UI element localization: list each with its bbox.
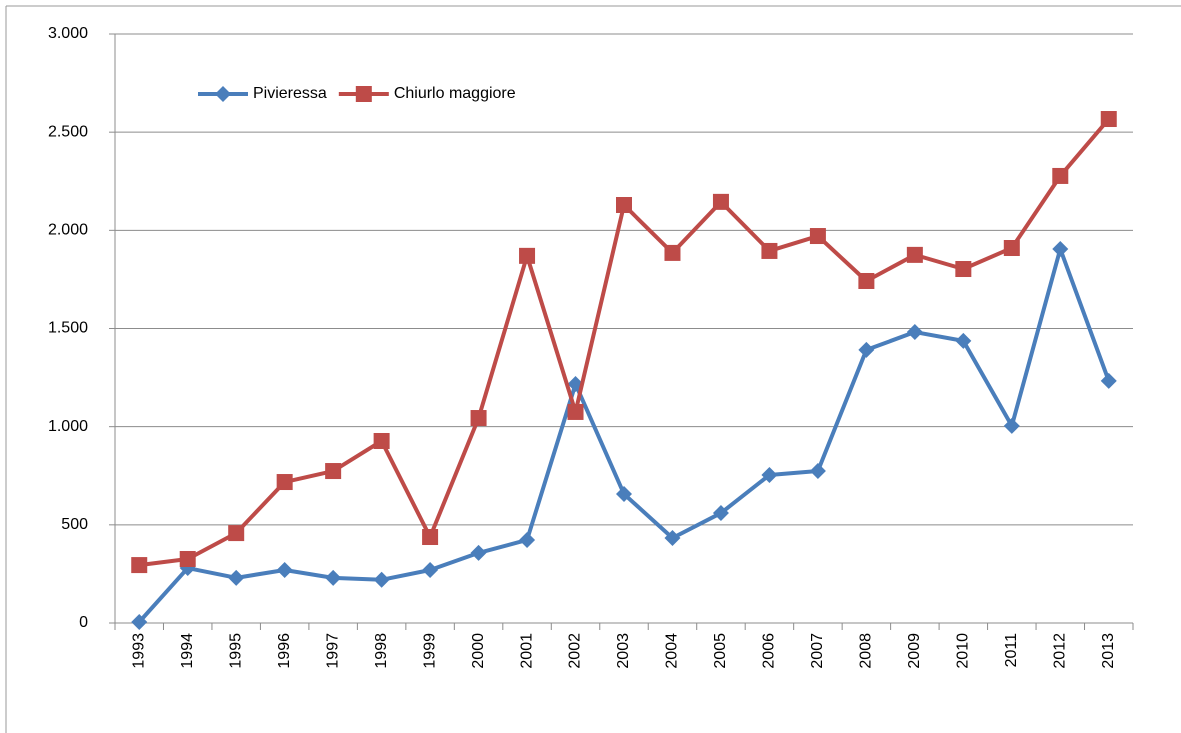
x-tick-label: 2007: [809, 633, 826, 669]
data-point: [761, 242, 778, 259]
data-point: [519, 531, 536, 548]
data-point: [470, 410, 487, 427]
data-point: [616, 486, 632, 503]
data-point: [422, 561, 439, 578]
data-point: [955, 332, 972, 349]
x-tick-label: 2006: [761, 633, 778, 669]
y-tick-label: 2.500: [48, 123, 88, 140]
y-tick-label: 0: [79, 614, 88, 631]
x-tick-label: 2011: [1003, 633, 1020, 668]
data-point: [809, 463, 826, 480]
data-point: [712, 505, 729, 522]
data-point: [1100, 372, 1117, 389]
x-tick-label: 2005: [712, 633, 729, 669]
x-tick-label: 2003: [615, 633, 632, 669]
data-point: [761, 466, 778, 483]
data-point: [276, 474, 293, 491]
data-point: [858, 272, 875, 289]
data-point: [906, 246, 923, 263]
data-point: [228, 525, 245, 542]
data-point: [809, 228, 826, 245]
y-tick-label: 2.000: [48, 222, 88, 239]
x-tick-label: 2004: [664, 633, 681, 669]
data-point: [712, 193, 729, 210]
x-tick-label: 1996: [276, 633, 293, 669]
x-tick-label: 1993: [130, 633, 147, 669]
y-tick-label: 500: [61, 516, 88, 533]
x-tick-label: 2009: [906, 633, 923, 669]
data-point: [567, 403, 584, 420]
data-point: [1052, 240, 1069, 257]
data-point: [1052, 167, 1069, 184]
data-point: [858, 341, 875, 358]
data-point: [470, 544, 487, 561]
data-point: [1003, 240, 1020, 257]
data-point: [373, 432, 390, 449]
data-point: [131, 557, 148, 574]
legend-marker: [355, 86, 372, 102]
x-tick-label: 2001: [518, 633, 535, 669]
x-tick-label: 2012: [1052, 633, 1069, 669]
data-point: [276, 561, 293, 578]
legend-label: Chiurlo maggiore: [394, 85, 516, 102]
x-tick-label: 1995: [227, 633, 244, 669]
x-tick-label: 2010: [955, 633, 972, 669]
x-tick-label: 1998: [373, 633, 390, 669]
data-point: [906, 324, 923, 341]
data-point: [1003, 417, 1020, 434]
legend-label: Pivieressa: [253, 85, 327, 102]
data-point: [1100, 111, 1117, 128]
data-point: [664, 529, 681, 546]
data-point: [373, 571, 390, 588]
data-point: [325, 463, 342, 480]
y-tick-label: 1.000: [48, 418, 88, 435]
legend-marker: [215, 86, 231, 102]
x-tick-label: 2000: [470, 633, 487, 669]
data-point: [955, 261, 972, 278]
x-tick-label: 1994: [179, 633, 196, 669]
data-point: [131, 614, 148, 631]
y-tick-label: 1.500: [48, 320, 88, 337]
data-point: [664, 244, 681, 261]
data-point: [179, 550, 196, 567]
data-point: [228, 569, 245, 586]
x-tick-label: 2002: [567, 633, 584, 669]
data-point: [519, 247, 536, 264]
x-tick-label: 2008: [858, 633, 875, 669]
data-point: [325, 569, 342, 586]
x-tick-label: 1999: [421, 633, 438, 669]
x-tick-label: 2013: [1100, 633, 1117, 669]
y-tick-label: 3.000: [48, 25, 88, 42]
data-point: [616, 197, 632, 214]
x-tick-label: 1997: [324, 633, 341, 669]
data-point: [422, 529, 439, 546]
